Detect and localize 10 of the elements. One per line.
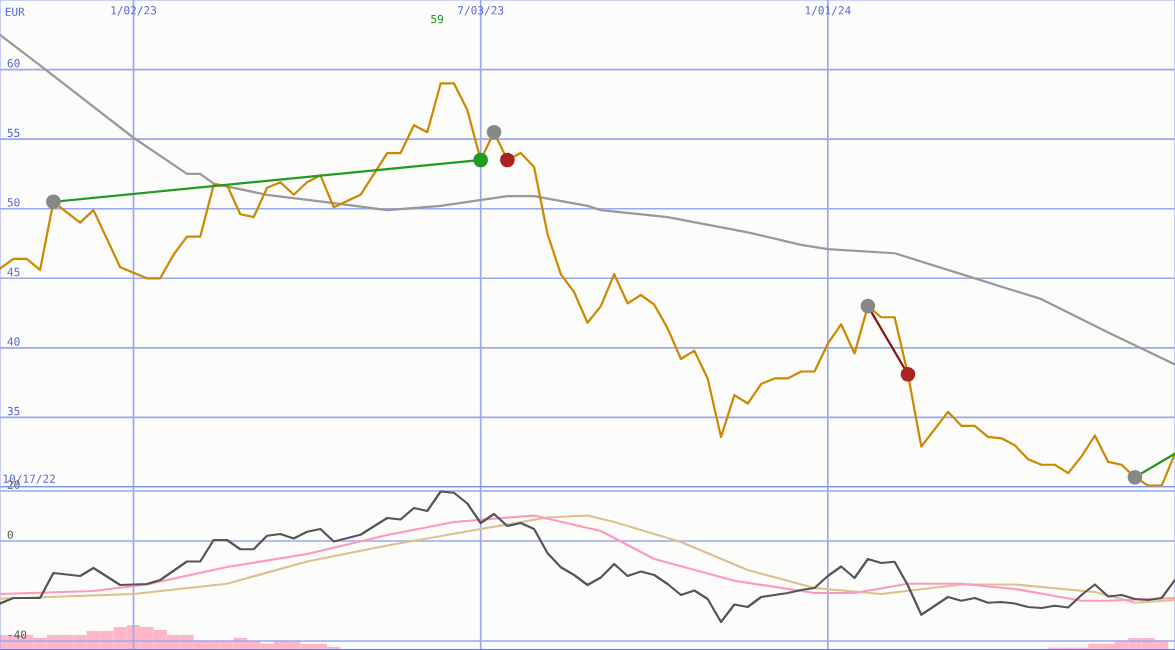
y-tick-label: 50 <box>7 198 20 207</box>
y-tick-label: 0 <box>7 530 13 539</box>
y-tick-label: 40 <box>7 337 20 346</box>
y-tick-label: 60 <box>7 59 20 68</box>
y-tick-label: 45 <box>7 267 20 277</box>
y-tick-label: 55 <box>7 128 20 137</box>
y-tick-label: -40 <box>8 630 27 639</box>
y-tick-label: 35 <box>7 406 20 416</box>
annotation: 59 <box>431 14 444 24</box>
y-axis-title: EUR <box>5 7 25 16</box>
